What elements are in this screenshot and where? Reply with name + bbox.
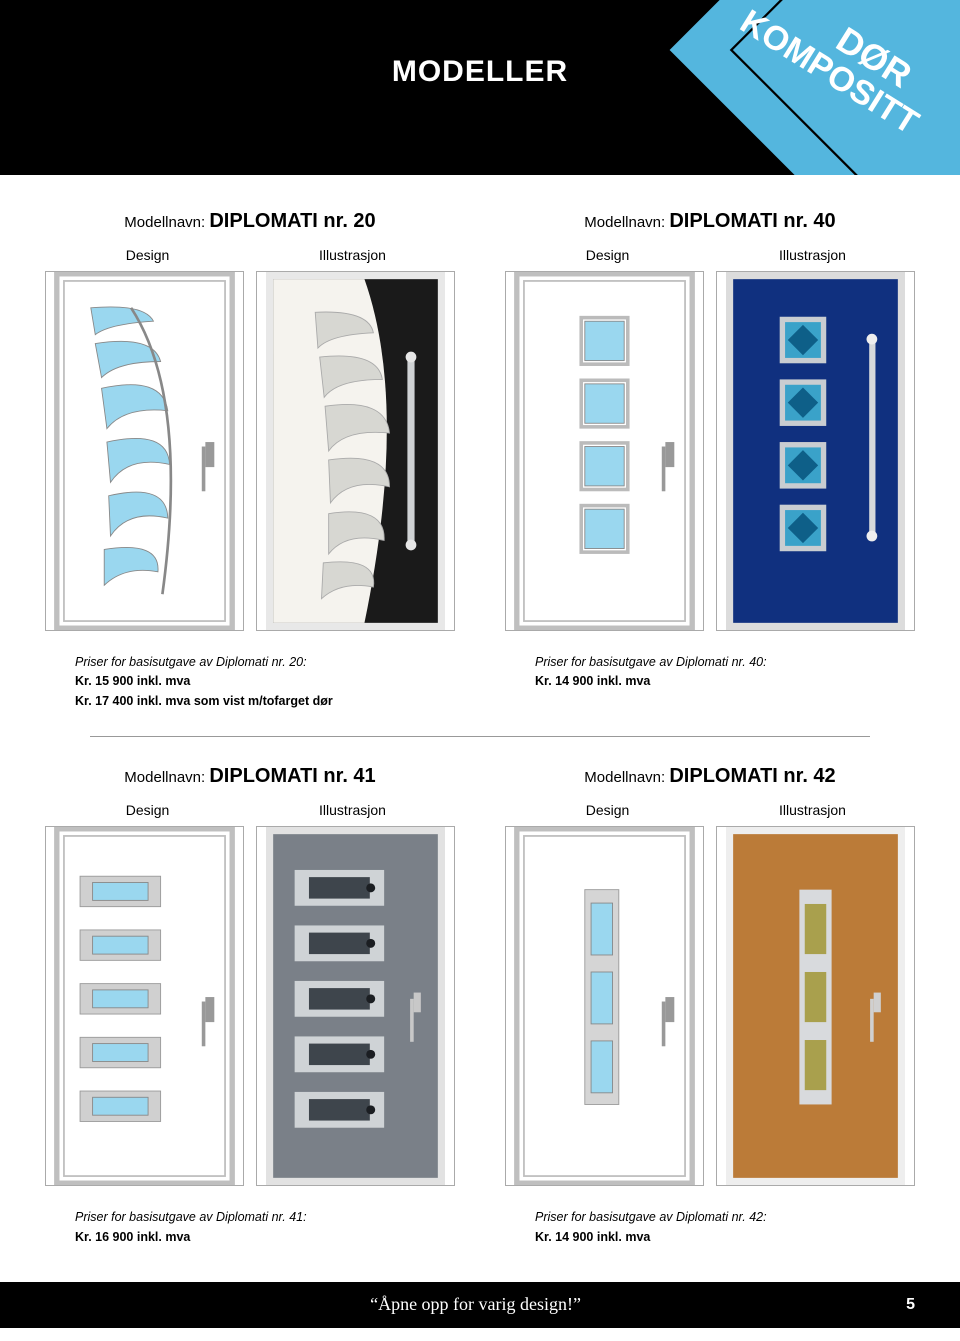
model-title-name: DIPLOMATI nr. 40 [669, 210, 835, 232]
model-title: Modellnavn: DIPLOMATI nr. 20 [45, 210, 455, 233]
price-intro: Priser for basisutgave av Diplomati nr. … [535, 653, 915, 672]
door-design-41 [45, 826, 244, 1186]
price-line: Kr. 16 900 inkl. mva [75, 1228, 455, 1247]
page-footer: “Åpne opp for varig design!” 5 [0, 1282, 960, 1328]
model-cell-42: Modellnavn: DIPLOMATI nr. 42 Design Illu… [505, 765, 915, 1247]
design-label: Design [45, 247, 250, 263]
price-block-40: Priser for basisutgave av Diplomati nr. … [505, 653, 915, 711]
model-title: Modellnavn: DIPLOMATI nr. 42 [505, 765, 915, 788]
illus-label: Illustrasjon [250, 802, 455, 818]
page-header: DØR KOMPOSITT MODELLER [0, 0, 960, 175]
price-block-42: Priser for basisutgave av Diplomati nr. … [505, 1208, 915, 1247]
model-cell-40: Modellnavn: DIPLOMATI nr. 40 Design Illu… [505, 210, 915, 711]
price-line: Kr. 14 900 inkl. mva [535, 1228, 915, 1247]
door-design-20 [45, 271, 244, 631]
model-title-name: DIPLOMATI nr. 41 [209, 765, 375, 787]
illus-label: Illustrasjon [250, 247, 455, 263]
model-title-prefix: Modellnavn: [124, 214, 209, 231]
content-area: Modellnavn: DIPLOMATI nr. 20 Design Illu… [0, 175, 960, 1282]
price-intro: Priser for basisutgave av Diplomati nr. … [75, 1208, 455, 1227]
price-line: Kr. 14 900 inkl. mva [535, 672, 915, 691]
model-row: Modellnavn: DIPLOMATI nr. 41 Design Illu… [45, 765, 915, 1247]
footer-quote: “Åpne opp for varig design!” [45, 1294, 906, 1315]
footer-page-number: 5 [906, 1296, 915, 1314]
price-intro: Priser for basisutgave av Diplomati nr. … [535, 1208, 915, 1227]
model-cell-20: Modellnavn: DIPLOMATI nr. 20 Design Illu… [45, 210, 455, 711]
separator [90, 736, 870, 737]
model-row: Modellnavn: DIPLOMATI nr. 20 Design Illu… [45, 210, 915, 711]
illus-label: Illustrasjon [710, 802, 915, 818]
model-title-prefix: Modellnavn: [584, 769, 669, 786]
price-intro: Priser for basisutgave av Diplomati nr. … [75, 653, 455, 672]
design-label: Design [505, 802, 710, 818]
door-design-40 [505, 271, 704, 631]
price-block-20: Priser for basisutgave av Diplomati nr. … [45, 653, 455, 711]
price-block-41: Priser for basisutgave av Diplomati nr. … [45, 1208, 455, 1247]
door-illus-41 [256, 826, 455, 1186]
model-title-prefix: Modellnavn: [124, 769, 209, 786]
model-title-name: DIPLOMATI nr. 20 [209, 210, 375, 232]
model-title-name: DIPLOMATI nr. 42 [669, 765, 835, 787]
door-illus-42 [716, 826, 915, 1186]
price-line: Kr. 17 400 inkl. mva som vist m/tofarget… [75, 692, 455, 711]
door-illus-40 [716, 271, 915, 631]
door-illus-20 [256, 271, 455, 631]
model-title: Modellnavn: DIPLOMATI nr. 40 [505, 210, 915, 233]
design-label: Design [505, 247, 710, 263]
model-title: Modellnavn: DIPLOMATI nr. 41 [45, 765, 455, 788]
design-label: Design [45, 802, 250, 818]
door-design-42 [505, 826, 704, 1186]
model-title-prefix: Modellnavn: [584, 214, 669, 231]
illus-label: Illustrasjon [710, 247, 915, 263]
price-line: Kr. 15 900 inkl. mva [75, 672, 455, 691]
model-cell-41: Modellnavn: DIPLOMATI nr. 41 Design Illu… [45, 765, 455, 1247]
